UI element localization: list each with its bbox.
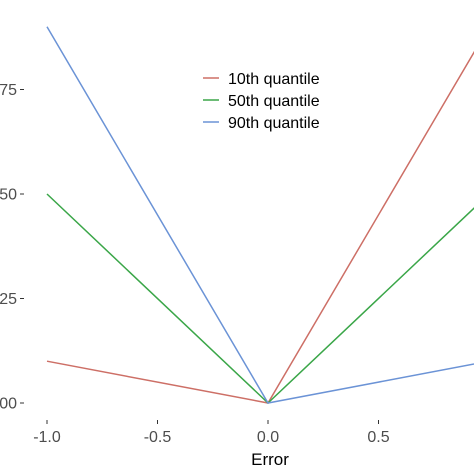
legend-label: 90th quantile bbox=[228, 115, 320, 132]
x-axis: -1.0 -0.5 0.0 0.5 bbox=[33, 420, 390, 446]
y-tick-label: 50 bbox=[0, 187, 17, 204]
legend: 10th quantile 50th quantile 90th quantile bbox=[203, 71, 320, 132]
y-tick-label: 25 bbox=[0, 291, 17, 308]
x-tick-label: 0.0 bbox=[257, 429, 279, 446]
legend-label: 50th quantile bbox=[228, 93, 320, 110]
series-line-50th-quantile bbox=[46, 193, 474, 405]
y-tick-label: 75 bbox=[0, 82, 17, 99]
series-line-90th-quantile bbox=[46, 26, 474, 404]
x-tick-label: 0.5 bbox=[367, 429, 389, 446]
y-tick-label: 00 bbox=[0, 396, 17, 413]
plot-area bbox=[46, 26, 474, 405]
y-axis: 00 25 50 75 bbox=[0, 82, 24, 413]
x-axis-title: Error bbox=[251, 450, 289, 469]
x-tick-label: -0.5 bbox=[144, 429, 172, 446]
legend-label: 10th quantile bbox=[228, 71, 320, 88]
x-tick-label: -1.0 bbox=[33, 429, 61, 446]
